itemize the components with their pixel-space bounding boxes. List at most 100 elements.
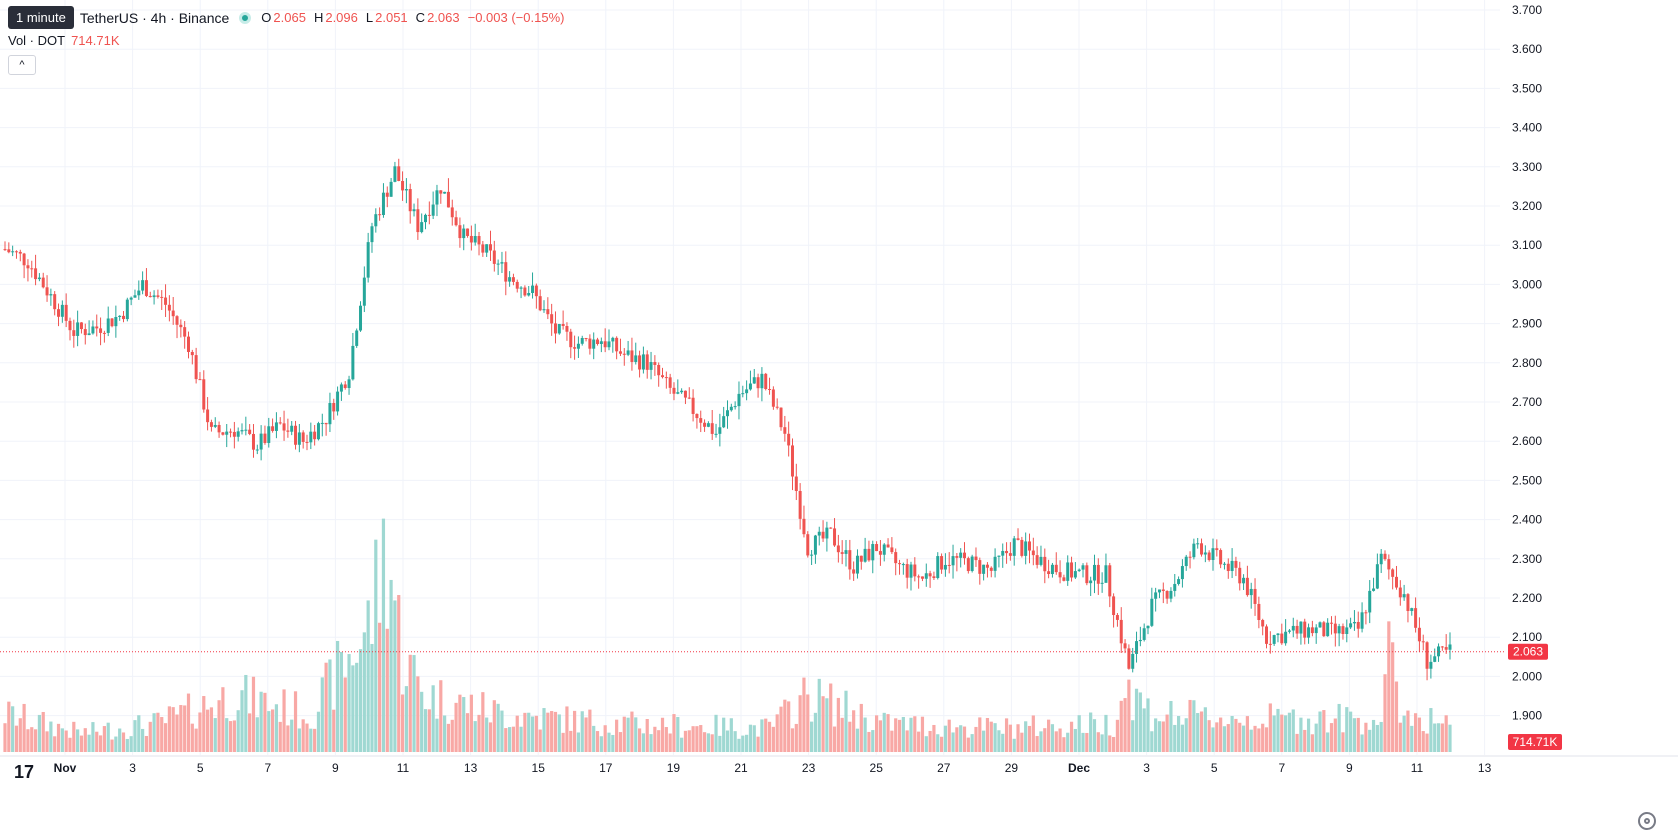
volume-bar <box>947 719 951 752</box>
volume-bar <box>412 655 416 752</box>
volume-bar <box>282 689 286 752</box>
candle-body <box>1092 564 1096 581</box>
candle-body <box>997 555 1001 557</box>
candle-body <box>741 393 745 395</box>
candle-body <box>412 209 416 212</box>
candle-body <box>683 390 687 398</box>
ohlc-values: O 2.065 H 2.096 L 2.051 C 2.063 −0.003 (−0.1… <box>261 10 570 25</box>
volume-bar <box>989 721 993 752</box>
candle-body <box>301 432 305 442</box>
candle-body <box>229 431 233 433</box>
volume-bar <box>550 711 554 752</box>
volume-bar <box>106 722 110 752</box>
volume-bar <box>1157 721 1162 752</box>
volume-bar <box>572 710 577 752</box>
last-price-badge-label: 2.063 <box>1513 645 1543 659</box>
candle-body <box>22 253 26 266</box>
volume-bar <box>1024 721 1028 752</box>
volume-bar <box>1429 708 1433 752</box>
volume-bar <box>924 736 928 752</box>
candle-body <box>1219 550 1223 565</box>
candle-body <box>389 181 393 197</box>
volume-bar <box>1161 721 1165 752</box>
candle-body <box>72 330 76 336</box>
candle-body <box>504 262 508 282</box>
volume-bar <box>473 721 477 752</box>
volume-bar <box>1234 718 1238 752</box>
volume-bar <box>1154 718 1158 752</box>
volume-bar <box>408 654 412 752</box>
candle-body <box>378 214 382 216</box>
volume-bar <box>160 717 164 752</box>
volume-bar <box>347 654 351 752</box>
volume-bar <box>519 726 523 752</box>
candle-body <box>546 309 550 315</box>
volume-bar <box>458 694 462 752</box>
candle-body <box>1402 594 1406 598</box>
candle-body <box>458 225 462 239</box>
volume-bar <box>649 734 653 752</box>
candle-body <box>1027 541 1031 551</box>
volume-bar <box>121 732 126 752</box>
price-tick-label: 1.900 <box>1512 709 1542 723</box>
volume-bar <box>76 729 80 752</box>
candle-body <box>1089 580 1093 584</box>
volume-bar <box>1039 731 1043 752</box>
candle-body <box>894 552 898 564</box>
candle-body <box>531 285 535 294</box>
candle-body <box>1161 589 1165 592</box>
volume-bar <box>1295 733 1299 752</box>
market-status-icon[interactable] <box>239 11 252 24</box>
volume-bar <box>1284 715 1288 752</box>
volume-bar <box>144 735 149 752</box>
volume-bar <box>1276 708 1280 752</box>
volume-bar <box>798 695 802 752</box>
volume-bar <box>1169 700 1173 752</box>
volume-bar <box>1226 724 1230 752</box>
volume-bar <box>729 718 733 752</box>
volume-bar <box>725 730 730 752</box>
candle-body <box>500 262 504 264</box>
symbol-title[interactable]: TetherUS · 4h · Binance <box>79 9 230 26</box>
volume-bar <box>186 693 191 752</box>
candle-body <box>209 422 213 427</box>
candle-body <box>397 166 401 181</box>
volume-bar <box>699 725 703 752</box>
candle-body <box>561 324 565 327</box>
volume-bar <box>1173 724 1177 752</box>
volume-bar <box>1356 717 1360 752</box>
candle-body <box>435 190 439 205</box>
collapse-legend-button[interactable]: ^ <box>8 55 36 75</box>
volume-bar <box>1238 722 1242 752</box>
settings-gear-icon[interactable] <box>1638 812 1656 830</box>
interval-tooltip: 1 minute <box>8 6 74 29</box>
candle-body <box>148 295 152 298</box>
volume-bar <box>1391 642 1395 752</box>
candle-body <box>443 191 447 194</box>
candle-body <box>852 569 856 574</box>
volume-bar <box>1150 731 1154 752</box>
candle-body <box>1200 543 1204 555</box>
volume-bar <box>1077 715 1081 752</box>
candle-body <box>733 406 737 408</box>
candle-body <box>1070 562 1074 578</box>
candle-body <box>339 384 343 392</box>
candle-body <box>596 339 600 344</box>
candle-body <box>1352 621 1356 624</box>
volume-bar <box>297 728 301 752</box>
ohlc-low-key: L <box>365 10 374 25</box>
candle-body <box>859 555 863 562</box>
candle-body <box>649 362 653 370</box>
volume-bar <box>362 632 366 752</box>
candle-body <box>511 277 515 282</box>
volume-bar <box>1272 715 1276 752</box>
candle-body <box>41 277 45 288</box>
volume-bar <box>416 676 420 752</box>
volume-bar <box>355 662 359 752</box>
volume-bar <box>194 728 198 752</box>
candle-body <box>286 430 290 432</box>
tradingview-logo-icon[interactable]: 17 <box>14 762 35 782</box>
volume-bar <box>821 696 825 752</box>
volume-bar <box>255 717 259 752</box>
